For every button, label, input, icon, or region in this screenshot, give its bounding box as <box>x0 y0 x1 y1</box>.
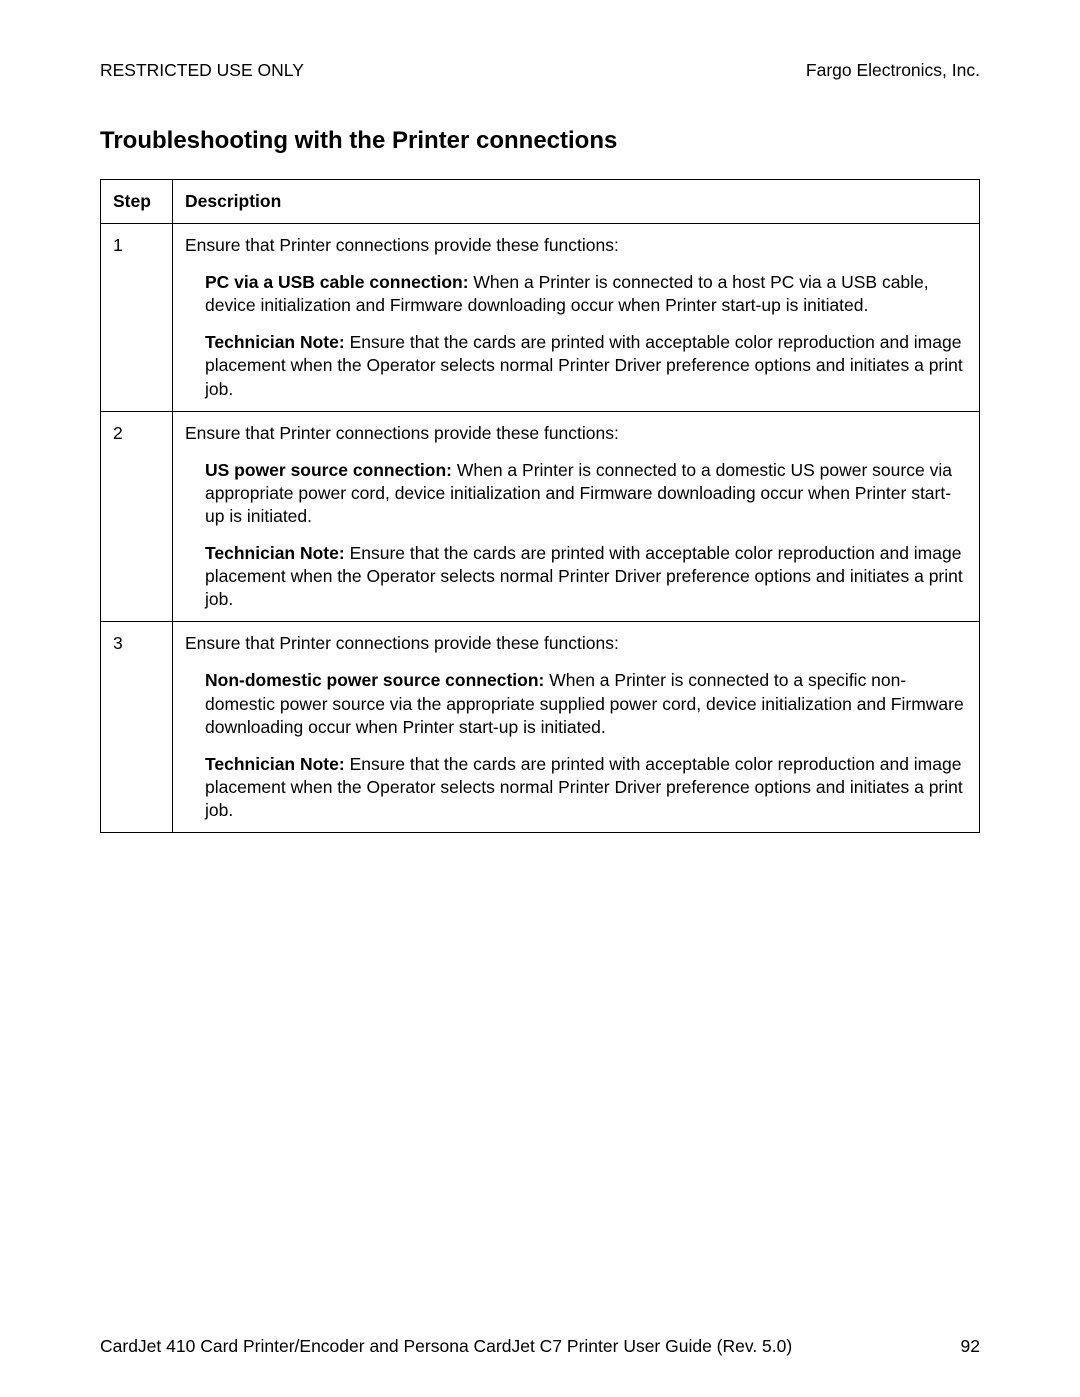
intro-text: Ensure that Printer connections provide … <box>185 234 967 257</box>
step-number: 1 <box>101 224 173 412</box>
page-header: RESTRICTED USE ONLY Fargo Electronics, I… <box>100 60 980 81</box>
note-label: Technician Note: <box>205 332 345 352</box>
connection-label: Non-domestic power source connection: <box>205 670 544 690</box>
header-left: RESTRICTED USE ONLY <box>100 60 304 81</box>
step-number: 3 <box>101 622 173 833</box>
note-label: Technician Note: <box>205 754 345 774</box>
step-description: Ensure that Printer connections provide … <box>173 224 980 412</box>
step-description: Ensure that Printer connections provide … <box>173 411 980 622</box>
steps-table: Step Description 1 Ensure that Printer c… <box>100 179 980 833</box>
table-row: 2 Ensure that Printer connections provid… <box>101 411 980 622</box>
step-description: Ensure that Printer connections provide … <box>173 622 980 833</box>
connection-label: US power source connection: <box>205 460 452 480</box>
footer-page-number: 92 <box>961 1336 980 1357</box>
connection-paragraph: PC via a USB cable connection: When a Pr… <box>185 271 967 317</box>
connection-paragraph: US power source connection: When a Print… <box>185 459 967 528</box>
technician-note: Technician Note: Ensure that the cards a… <box>185 542 967 611</box>
header-right: Fargo Electronics, Inc. <box>806 60 980 81</box>
page-footer: CardJet 410 Card Printer/Encoder and Per… <box>100 1336 980 1357</box>
technician-note: Technician Note: Ensure that the cards a… <box>185 753 967 822</box>
col-header-step: Step <box>101 180 173 224</box>
intro-text: Ensure that Printer connections provide … <box>185 422 967 445</box>
col-header-description: Description <box>173 180 980 224</box>
table-row: 1 Ensure that Printer connections provid… <box>101 224 980 412</box>
footer-left: CardJet 410 Card Printer/Encoder and Per… <box>100 1336 792 1357</box>
intro-text: Ensure that Printer connections provide … <box>185 632 967 655</box>
section-title: Troubleshooting with the Printer connect… <box>100 127 980 155</box>
technician-note: Technician Note: Ensure that the cards a… <box>185 331 967 400</box>
connection-label: PC via a USB cable connection: <box>205 272 469 292</box>
step-number: 2 <box>101 411 173 622</box>
note-label: Technician Note: <box>205 543 345 563</box>
table-header-row: Step Description <box>101 180 980 224</box>
connection-paragraph: Non-domestic power source connection: Wh… <box>185 669 967 738</box>
table-row: 3 Ensure that Printer connections provid… <box>101 622 980 833</box>
page: RESTRICTED USE ONLY Fargo Electronics, I… <box>0 0 1080 1397</box>
